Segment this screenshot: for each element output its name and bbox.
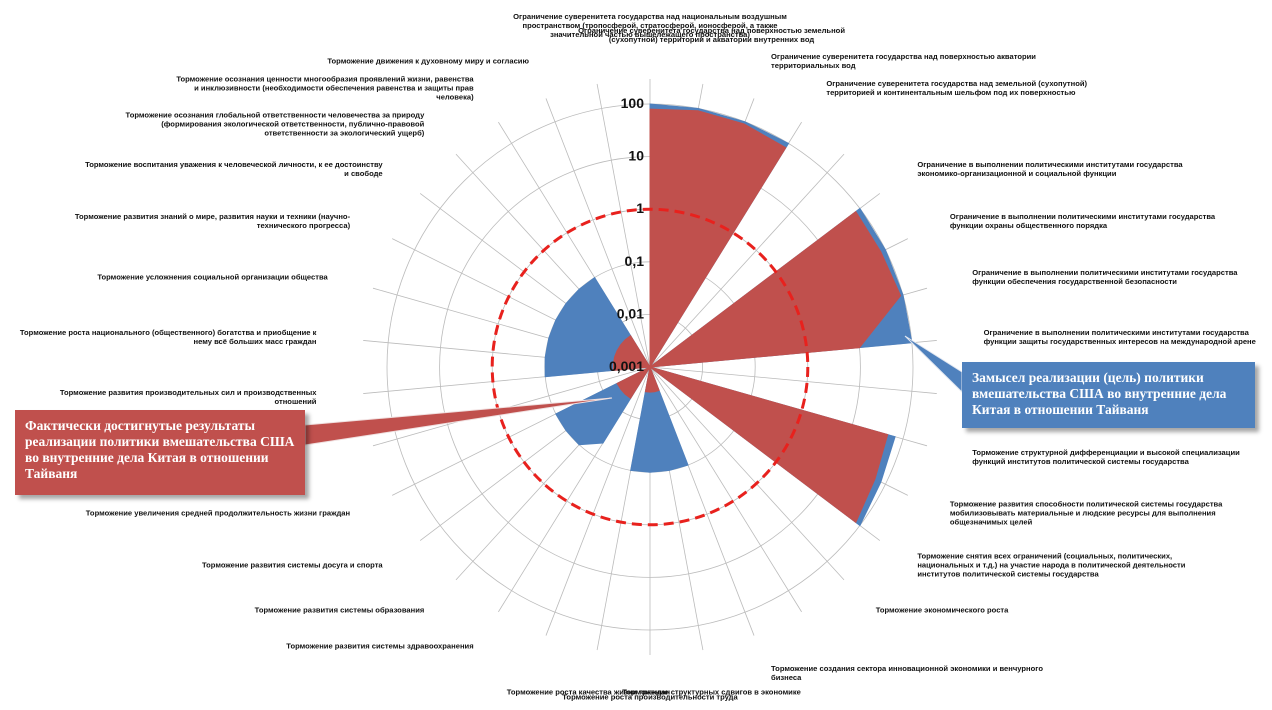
category-label: Ограничение суверенитета государства над… (578, 26, 845, 45)
category-label: Ограничение в выполнении политическими и… (917, 160, 1183, 179)
category-label: Ограничение суверенитета государства над… (771, 51, 1036, 70)
spoke (545, 366, 651, 636)
category-label: Торможение развития производительных сил… (59, 388, 317, 407)
callout-pointer (904, 335, 963, 394)
category-label: Торможение роста качества жизни граждан (506, 687, 671, 697)
category-label: Торможение развития системы образования (254, 605, 425, 615)
spoke (649, 366, 937, 394)
category-label: Ограничение в выполнении политическими и… (983, 327, 1256, 346)
category-label: Ограничение суверенитета государства над… (513, 11, 787, 39)
y-tick-label: 10 (628, 148, 644, 164)
category-label: Торможение воспитания уважения к человеч… (85, 160, 383, 179)
spoke (649, 366, 802, 613)
radar-area (612, 108, 902, 524)
category-label: Торможение экономического роста (875, 605, 1009, 615)
category-label: Торможение роста национального (обществе… (19, 327, 317, 346)
category-label: Торможение снятия всех ограничений (соци… (917, 551, 1186, 579)
spoke (545, 98, 651, 368)
category-label: Торможение развития способности политиче… (949, 499, 1223, 527)
category-label: Торможение развития системы досуга и спо… (201, 560, 383, 570)
category-label: Торможение усложнения социальной организ… (97, 272, 328, 282)
category-label: Торможение осознания глобальной ответств… (125, 110, 425, 138)
y-tick-label: 100 (621, 95, 645, 111)
callout-pointer (304, 397, 613, 446)
series-callout: Фактически достигнутые результаты реализ… (15, 410, 305, 495)
category-label: Торможение структурных сдвигов в экономи… (622, 687, 801, 697)
category-label: Торможение создания сектора инновационно… (771, 664, 1043, 683)
category-label: Ограничение в выполнении политическими и… (949, 211, 1216, 230)
spoke (649, 366, 845, 581)
y-tick-label: 0,1 (625, 253, 645, 269)
category-label: Торможение развития системы здравоохране… (286, 641, 474, 651)
y-tick-label: 0,001 (609, 358, 644, 374)
y-tick-label: 0,01 (617, 305, 644, 321)
category-label: Торможение структурной дифференциации и … (972, 447, 1240, 466)
y-tick-label: 1 (636, 200, 644, 216)
category-label: Торможение увеличения средней продолжите… (85, 508, 351, 518)
reference-ring (490, 207, 810, 527)
series-callout: Замысел реализации (цель) политики вмеша… (962, 362, 1255, 428)
spoke (649, 153, 845, 368)
category-label: Торможение движения к духовному миру и с… (327, 56, 529, 66)
category-label: Торможение роста производительности труд… (562, 692, 738, 702)
category-label: Торможение осознания ценности многообраз… (176, 74, 474, 102)
spoke (596, 83, 651, 368)
category-label: Ограничение в выполнении политическими и… (972, 268, 1238, 287)
category-label: Торможение развития знаний о мире, разви… (74, 211, 351, 230)
category-label: Ограничение суверенитета государства над… (826, 78, 1088, 97)
